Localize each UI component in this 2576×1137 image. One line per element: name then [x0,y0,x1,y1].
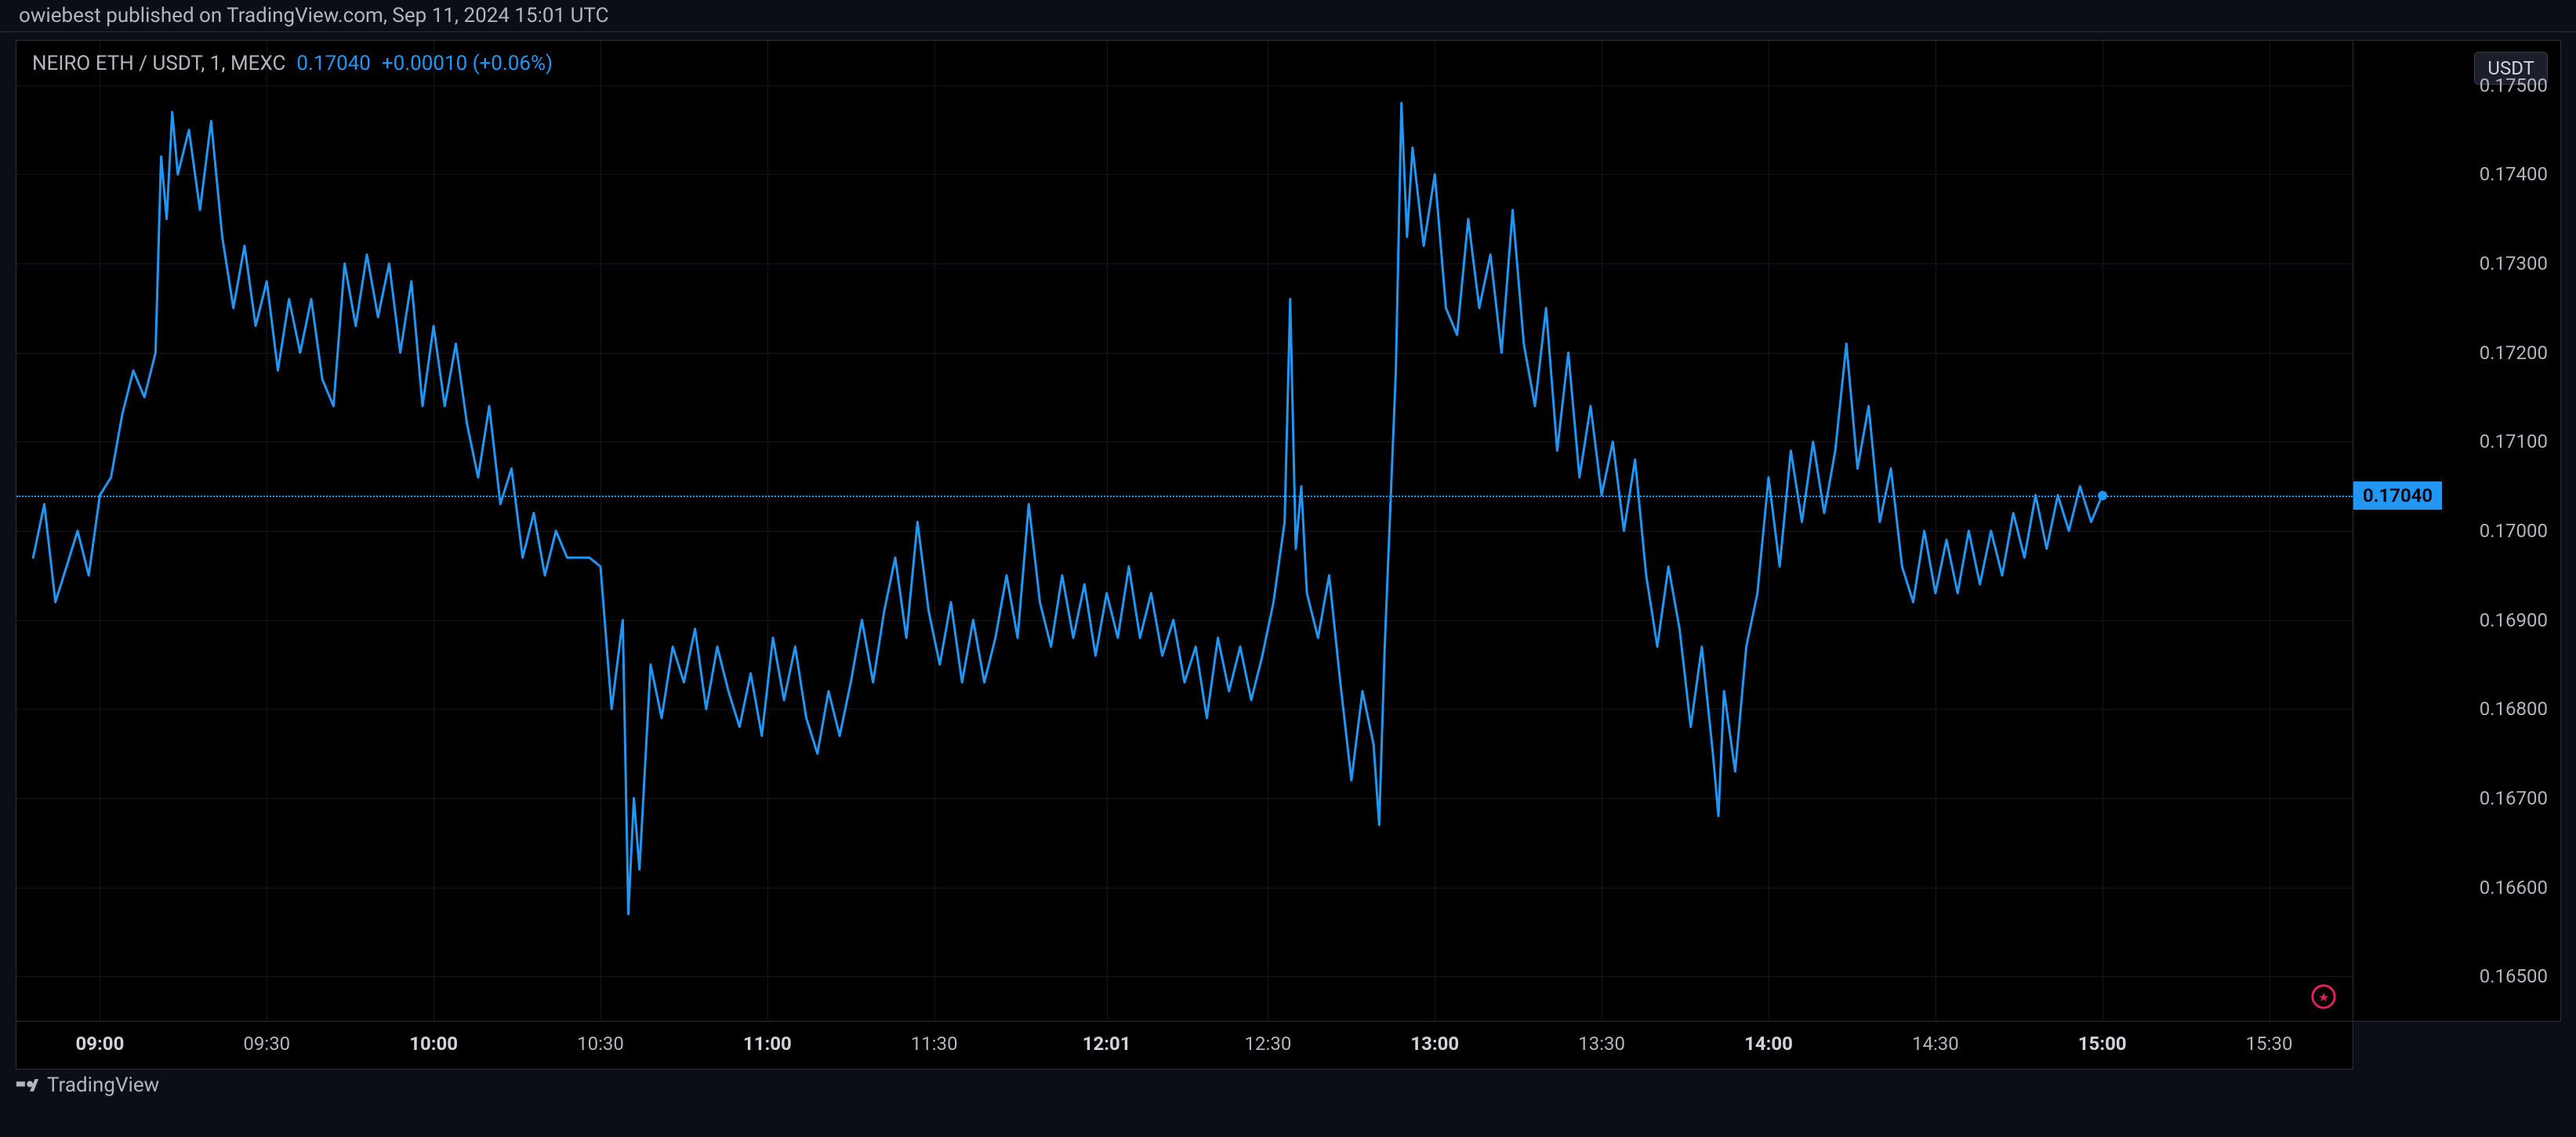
publish-header: owiebest published on TradingView.com, S… [0,0,2576,32]
x-tick-label: 09:30 [243,1033,290,1055]
price-change: +0.00010 (+0.06%) [382,52,553,75]
brand-footer[interactable]: TradingView [16,1073,159,1097]
y-tick-label: 0.17400 [2480,163,2548,185]
chart-container: NEIRO ETH / USDT, 1, MEXC 0.17040 +0.000… [0,32,2576,1091]
x-tick-label: 12:30 [1245,1033,1292,1055]
y-tick-label: 0.17000 [2480,520,2548,542]
y-tick-label: 0.17300 [2480,252,2548,274]
current-price-tag: 0.17040 [2353,481,2442,510]
x-tick-label: 11:00 [743,1033,792,1055]
last-price: 0.17040 [296,52,371,75]
x-tick-label: 11:30 [911,1033,958,1055]
publish-line: owiebest published on TradingView.com, S… [19,4,609,27]
x-tick-label: 14:30 [1912,1033,1959,1055]
x-tick-label: 10:00 [409,1033,458,1055]
price-chart[interactable]: NEIRO ETH / USDT, 1, MEXC 0.17040 +0.000… [16,40,2353,1022]
x-tick-label: 12:01 [1083,1033,1131,1055]
y-tick-label: 0.16800 [2480,698,2548,720]
y-tick-label: 0.16600 [2480,877,2548,899]
y-tick-label: 0.16900 [2480,609,2548,631]
x-tick-label: 10:30 [577,1033,624,1055]
ticker-row: NEIRO ETH / USDT, 1, MEXC 0.17040 +0.000… [32,52,553,75]
y-tick-label: 0.17500 [2480,74,2548,96]
x-tick-label: 14:00 [1744,1033,1793,1055]
brand-label: TradingView [47,1073,159,1097]
y-tick-label: 0.16700 [2480,787,2548,809]
series-end-dot [2098,491,2107,500]
y-tick-label: 0.17100 [2480,430,2548,452]
line-series [16,41,2353,1021]
x-tick-label: 13:30 [1578,1033,1625,1055]
symbol-label[interactable]: NEIRO ETH / USDT, 1, MEXC [32,52,285,75]
x-tick-label: 09:00 [76,1033,125,1055]
y-tick-label: 0.16500 [2480,965,2548,987]
x-tick-label: 13:00 [1410,1033,1459,1055]
y-axis[interactable]: USDT 0.17040 0.175000.174000.173000.1720… [2353,40,2561,1022]
x-tick-label: 15:30 [2246,1033,2293,1055]
y-tick-label: 0.17200 [2480,342,2548,364]
x-axis[interactable]: 09:00 09:30 10:00 10:30 11:00 11:30 12:01 12:30… [16,1022,2353,1070]
x-tick-label: 15:00 [2078,1033,2127,1055]
snapshot-icon[interactable] [2310,983,2337,1010]
tradingview-logo-icon [16,1077,39,1094]
